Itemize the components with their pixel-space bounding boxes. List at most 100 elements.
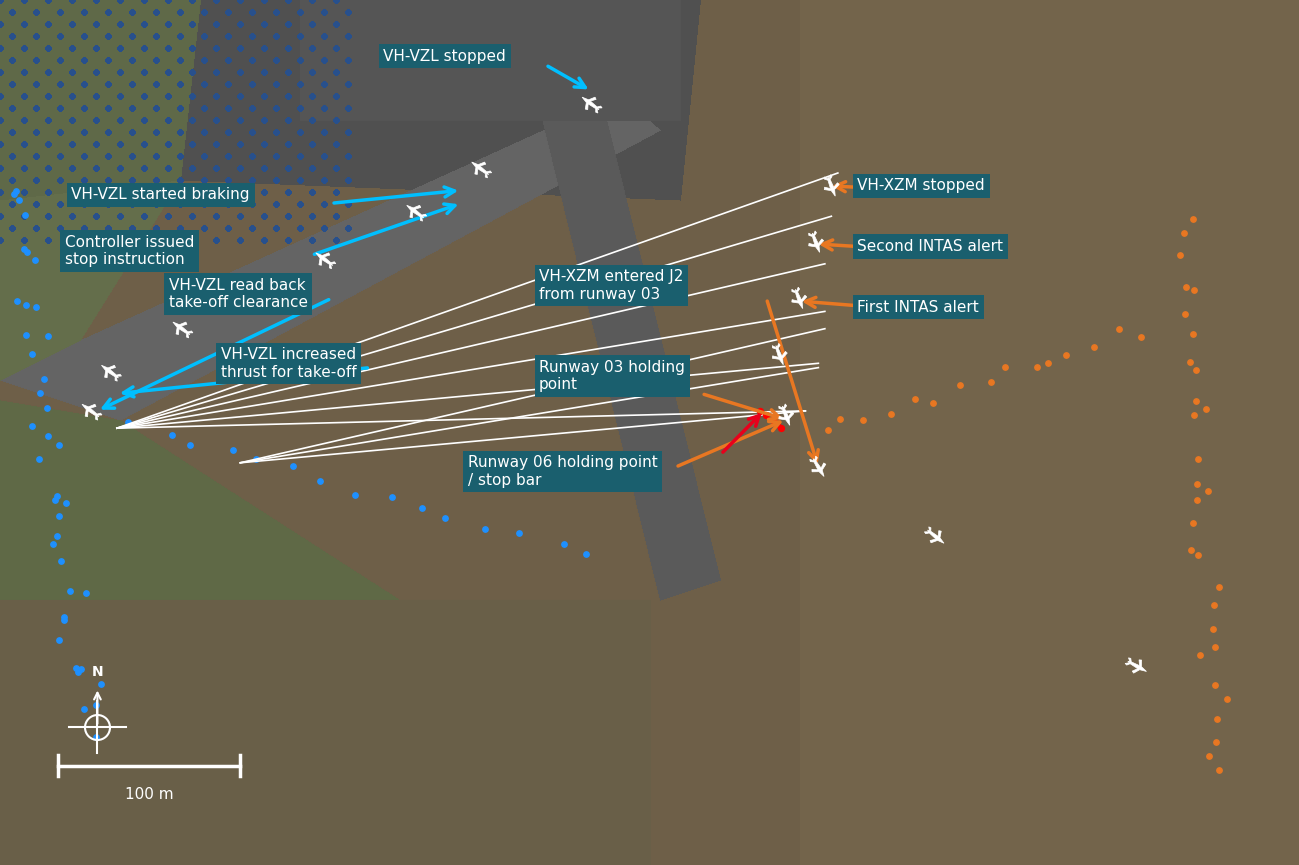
Point	[53, 613, 74, 627]
PathPatch shape	[809, 231, 824, 253]
Point	[829, 413, 850, 426]
Point	[412, 502, 433, 516]
Text: Controller issued
stop instruction: Controller issued stop instruction	[65, 234, 195, 267]
Point	[30, 386, 51, 400]
Point	[1183, 328, 1204, 342]
Text: First INTAS alert: First INTAS alert	[857, 299, 979, 315]
Point	[905, 392, 926, 406]
Point	[1109, 322, 1130, 336]
Text: VH-VZL increased
thrust for take-off: VH-VZL increased thrust for take-off	[221, 347, 356, 380]
PathPatch shape	[173, 322, 194, 338]
Point	[1169, 248, 1190, 262]
Point	[14, 242, 35, 256]
Point	[1204, 640, 1225, 654]
Text: Second INTAS alert: Second INTAS alert	[857, 239, 1003, 254]
Point	[246, 452, 266, 465]
Point	[16, 298, 36, 311]
Point	[1205, 735, 1226, 749]
Point	[1130, 330, 1151, 344]
Text: N: N	[92, 665, 103, 679]
Point	[770, 421, 791, 435]
Text: VH-XZM stopped: VH-XZM stopped	[857, 178, 985, 194]
Text: VH-VZL started braking: VH-VZL started braking	[71, 187, 249, 202]
Point	[1190, 649, 1211, 663]
Point	[1186, 394, 1207, 408]
Text: 100 m: 100 m	[125, 787, 174, 802]
Point	[1179, 356, 1200, 369]
Point	[22, 347, 43, 361]
Point	[1203, 599, 1224, 612]
Point	[1173, 226, 1194, 240]
Point	[922, 396, 943, 410]
Point	[309, 474, 330, 488]
Point	[16, 328, 36, 342]
PathPatch shape	[472, 162, 492, 178]
Point	[553, 536, 574, 550]
Point	[26, 300, 47, 314]
PathPatch shape	[779, 404, 794, 426]
Point	[48, 633, 69, 647]
Point	[994, 360, 1015, 374]
PathPatch shape	[316, 253, 336, 269]
Point	[1187, 493, 1208, 507]
PathPatch shape	[925, 527, 944, 543]
Point	[47, 529, 68, 543]
Point	[91, 677, 112, 691]
Point	[86, 698, 107, 712]
Point	[6, 294, 27, 308]
Point	[756, 408, 777, 422]
Point	[1183, 283, 1204, 297]
Point	[981, 375, 1002, 388]
PathPatch shape	[773, 343, 787, 365]
Point	[179, 438, 200, 452]
PathPatch shape	[792, 287, 807, 309]
PathPatch shape	[1125, 658, 1147, 673]
Point	[51, 554, 71, 568]
Point	[766, 417, 787, 431]
Point	[1038, 356, 1059, 370]
Point	[68, 665, 88, 679]
Point	[86, 730, 107, 744]
Point	[750, 404, 770, 418]
Point	[71, 662, 92, 676]
Text: VH-VZL read back
take-off clearance: VH-VZL read back take-off clearance	[169, 278, 308, 311]
Point	[1187, 452, 1208, 466]
Point	[508, 527, 529, 541]
Point	[818, 423, 839, 437]
PathPatch shape	[825, 175, 839, 196]
Point	[474, 522, 495, 536]
Point	[1186, 363, 1207, 377]
Point	[950, 378, 970, 392]
Point	[1207, 712, 1228, 726]
Point	[44, 493, 65, 507]
PathPatch shape	[82, 404, 103, 420]
Point	[66, 661, 87, 675]
Point	[435, 511, 456, 525]
Point	[25, 253, 45, 266]
Point	[1208, 580, 1229, 593]
Point	[1208, 763, 1229, 777]
Point	[161, 428, 182, 442]
Point	[36, 400, 57, 414]
Point	[763, 413, 783, 426]
Point	[118, 415, 139, 429]
Point	[47, 490, 68, 503]
PathPatch shape	[809, 456, 826, 477]
Point	[21, 419, 42, 432]
Point	[38, 429, 58, 443]
Point	[4, 187, 25, 201]
Text: Runway 06 holding point
/ stop bar: Runway 06 holding point / stop bar	[468, 455, 657, 488]
Point	[1176, 279, 1196, 293]
Point	[1174, 307, 1195, 321]
Text: VH-XZM entered J2
from runway 03: VH-XZM entered J2 from runway 03	[539, 269, 683, 302]
Point	[1181, 543, 1202, 557]
Point	[8, 193, 29, 207]
Point	[1026, 360, 1047, 374]
Point	[1186, 477, 1207, 491]
Point	[223, 443, 244, 457]
Point	[1055, 349, 1076, 362]
Point	[1203, 622, 1224, 636]
Point	[48, 439, 69, 452]
Point	[575, 547, 596, 561]
Point	[1198, 484, 1218, 497]
